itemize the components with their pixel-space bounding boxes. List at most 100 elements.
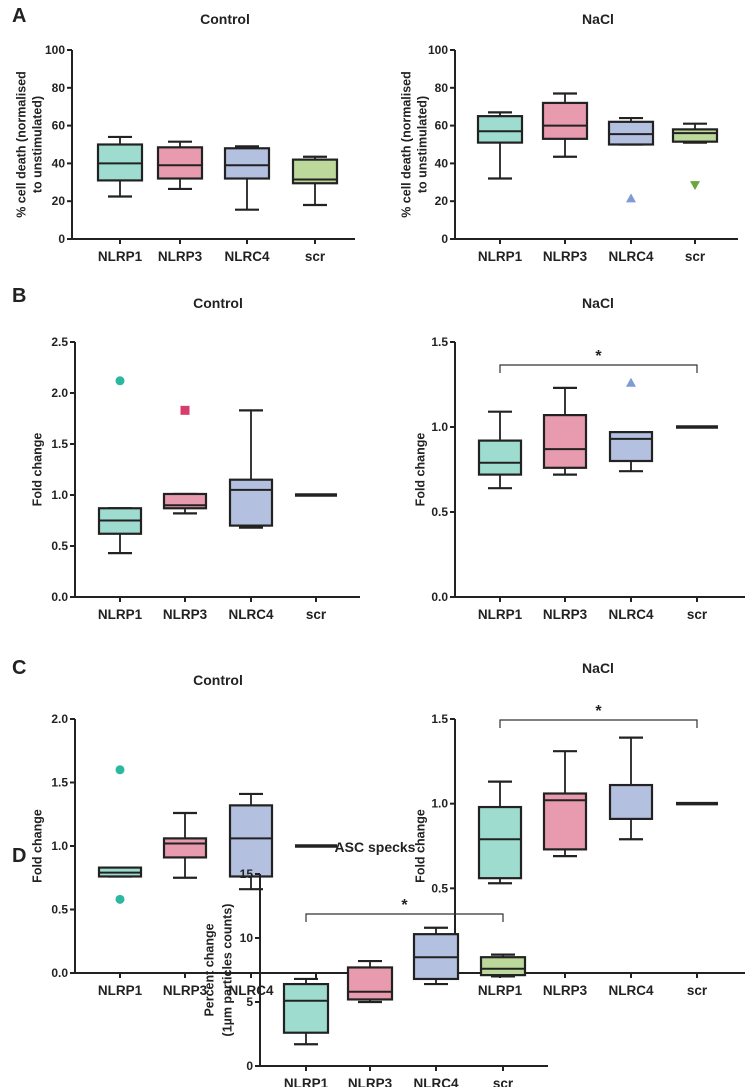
box-nlrc4: [608, 377, 654, 473]
box-nlrc4: [228, 792, 274, 891]
y-tick-label: 10: [240, 931, 254, 945]
x-tick-label: NLRP1: [98, 607, 143, 622]
y-tick-label: 0.0: [51, 590, 68, 604]
panel-label: C: [12, 657, 26, 679]
box-iqr: [476, 115, 524, 144]
box-nlrp3: [162, 405, 208, 515]
x-tick-label: NLRP1: [478, 607, 523, 622]
box-nlrp3: [542, 750, 588, 858]
box-nlrp3: [346, 959, 394, 1004]
significance-bracket: [499, 364, 698, 373]
y-tick-label: 15: [240, 867, 254, 881]
y-tick-label: 1.0: [51, 488, 68, 502]
y-tick-label: 2.0: [51, 712, 68, 726]
box-iqr: [608, 431, 654, 463]
y-axis-label: to unstimulated): [30, 96, 44, 193]
x-tick-label: scr: [687, 983, 708, 998]
x-tick-label: NLRC4: [608, 607, 653, 622]
y-tick-label: 100: [45, 43, 65, 57]
x-tick-label: NLRP1: [98, 983, 143, 998]
y-axis-label: Percent change: [202, 923, 216, 1016]
x-tick-label: NLRP3: [543, 249, 588, 264]
y-tick-label: 0.0: [431, 590, 448, 604]
x-tick-label: scr: [687, 607, 708, 622]
y-tick-label: 5: [246, 995, 253, 1009]
panel-A-control: A Control % cell death (normalised to unsti…: [12, 5, 355, 264]
y-axis-label: Fold change: [413, 433, 427, 507]
x-tick-label: NLRC4: [228, 607, 273, 622]
x-tick-label: NLRP1: [478, 249, 523, 264]
x-tick-label: NLRC4: [224, 249, 269, 264]
y-tick-label: 2.5: [51, 335, 68, 349]
x-tick-label: NLRP1: [478, 983, 523, 998]
y-tick-label: 40: [435, 156, 449, 170]
panel-B-nacl: NaCl Fold change 0.0 0.5 1.0 1.5 NLRP1 NLRP3 NLR…: [413, 295, 745, 622]
chart-title: NaCl: [582, 660, 614, 676]
significance-bracket: [499, 719, 698, 728]
y-tick-label: 0.5: [51, 903, 68, 917]
y-tick-label: 80: [435, 81, 449, 95]
x-tick-label: NLRP3: [543, 983, 588, 998]
y-tick-label: 0: [441, 232, 448, 246]
box-scr: [479, 953, 527, 978]
x-tick-label: NLRP3: [348, 1076, 393, 1087]
significance-star: *: [595, 348, 602, 365]
chart-title: Control: [193, 672, 243, 688]
box-scr: [671, 122, 719, 191]
y-tick-label: 1.0: [51, 839, 68, 853]
y-axis-label: Fold change: [30, 809, 44, 883]
box-iqr: [479, 956, 527, 977]
y-tick-label: 1.5: [431, 335, 448, 349]
box-nlrc4: [608, 736, 654, 841]
chart-title: ASC specks: [335, 839, 416, 855]
x-tick-label: scr: [306, 607, 327, 622]
y-tick-label: 60: [52, 119, 66, 133]
y-tick-label: 1.0: [431, 420, 448, 434]
x-tick-label: scr: [493, 1076, 514, 1087]
box-nlrp3: [162, 811, 208, 879]
box-iqr: [223, 147, 271, 180]
box-scr: [291, 155, 339, 207]
box-iqr: [608, 783, 654, 821]
box-iqr: [228, 804, 274, 878]
box-nlrp1: [477, 780, 523, 885]
box-iqr: [282, 982, 330, 1034]
panel-label: D: [12, 845, 26, 867]
box-nlrc4: [412, 926, 460, 986]
chart-title: NaCl: [582, 295, 614, 311]
box-iqr: [162, 837, 208, 859]
y-tick-label: 2.0: [51, 386, 68, 400]
box-nlrp1: [282, 977, 330, 1046]
box-nlrp3: [156, 140, 204, 191]
outlier-circle: [115, 376, 125, 386]
box-nlrc4: [228, 409, 274, 529]
x-tick-label: NLRP3: [163, 607, 208, 622]
box-nlrp3: [542, 386, 588, 476]
panel-label: B: [12, 285, 26, 307]
y-tick-label: 0.0: [51, 966, 68, 980]
box-iqr: [477, 439, 523, 476]
y-axis-label: % cell death (normalised: [14, 71, 28, 218]
outlier-circle: [115, 765, 125, 775]
y-tick-label: 1.5: [51, 437, 68, 451]
x-tick-label: NLRP1: [284, 1076, 329, 1087]
x-tick-label: NLRP3: [163, 983, 208, 998]
x-tick-label: NLRP3: [543, 607, 588, 622]
box-iqr: [671, 128, 719, 143]
box-iqr: [156, 146, 204, 180]
y-tick-label: 20: [435, 194, 449, 208]
y-tick-label: 40: [52, 156, 66, 170]
x-tick-label: NLRC4: [413, 1076, 458, 1087]
box-nlrp3: [541, 92, 589, 158]
box-iqr: [228, 478, 274, 527]
y-axis-label: % cell death (normalised: [399, 71, 413, 218]
y-axis-label: Fold change: [30, 433, 44, 507]
y-tick-label: 1.0: [431, 797, 448, 811]
significance-star: *: [401, 897, 408, 914]
y-tick-label: 0.5: [431, 505, 448, 519]
y-tick-label: 0.5: [51, 539, 68, 553]
outlier-triangle-down: [690, 181, 700, 191]
x-tick-label: NLRP1: [98, 249, 143, 264]
